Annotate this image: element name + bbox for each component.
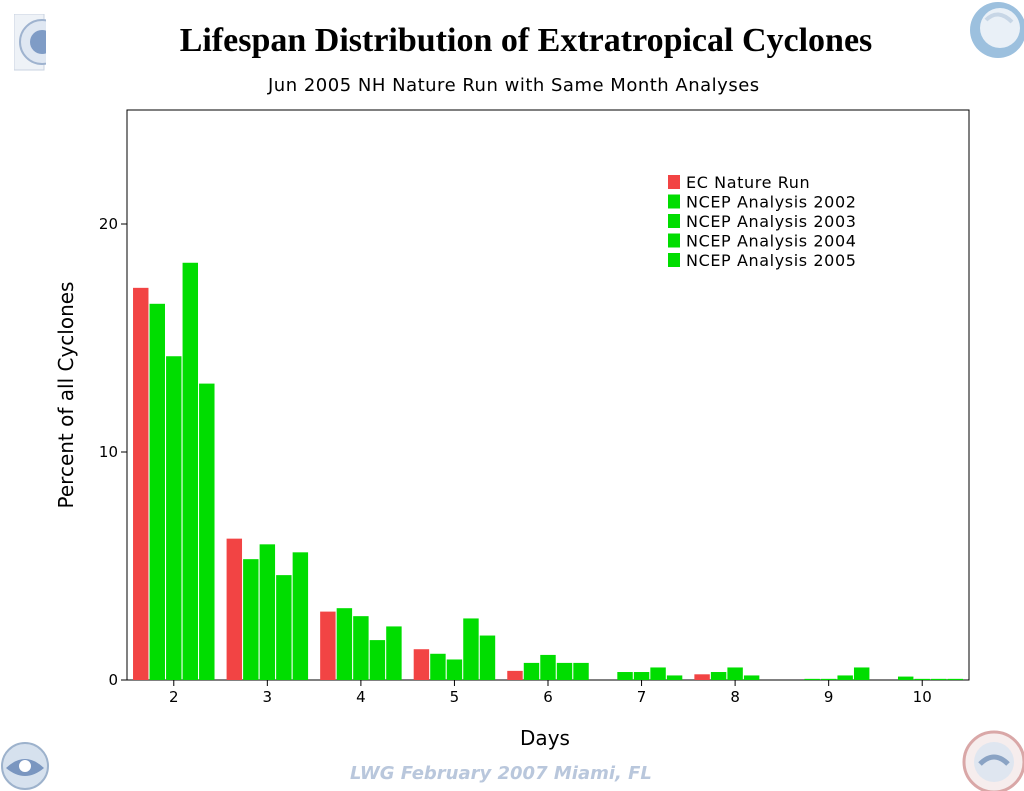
bar	[710, 672, 727, 680]
legend-label: NCEP Analysis 2005	[686, 251, 857, 270]
bar	[666, 675, 683, 680]
y-tick-label: 0	[108, 671, 118, 689]
bar	[837, 675, 853, 680]
x-axis-label: Days	[520, 726, 570, 750]
x-tick-label: 6	[543, 688, 553, 706]
footer-text: LWG February 2007 Miami, FL	[350, 763, 652, 784]
bar	[292, 552, 309, 680]
legend-label: EC Nature Run	[686, 173, 810, 192]
chart-title: Jun 2005 NH Nature Run with Same Month A…	[268, 75, 760, 96]
x-tick-label: 9	[824, 688, 834, 706]
bar	[336, 608, 353, 680]
bar	[226, 538, 243, 680]
bar	[199, 383, 215, 680]
bar	[804, 678, 820, 680]
bar	[430, 653, 446, 680]
bar	[931, 678, 947, 680]
satellite-earth-icon	[970, 2, 1024, 58]
bar	[633, 672, 650, 680]
x-tick-label: 7	[637, 688, 647, 706]
bar	[276, 575, 292, 680]
bar	[540, 654, 556, 680]
x-tick-label: 4	[356, 688, 366, 706]
national-weather-service-logo-icon	[962, 730, 1024, 791]
y-tick-label: 10	[99, 443, 118, 461]
noaa-logo-icon	[1, 742, 49, 790]
bar	[479, 635, 496, 680]
bar	[650, 667, 666, 680]
legend-label: NCEP Analysis 2004	[686, 232, 857, 251]
legend-label: NCEP Analysis 2003	[686, 212, 857, 231]
bar	[259, 544, 276, 680]
legend-swatch	[668, 194, 680, 209]
x-tick-label: 2	[169, 688, 179, 706]
bar	[463, 618, 479, 680]
bar	[727, 667, 743, 680]
bar	[386, 626, 402, 680]
bar	[617, 672, 633, 680]
legend-swatch	[668, 175, 680, 189]
bar	[507, 670, 523, 680]
noaa-seal-icon	[14, 14, 46, 71]
x-tick-label: 3	[263, 688, 273, 706]
bar	[446, 659, 463, 680]
legend-label: NCEP Analysis 2002	[686, 193, 857, 212]
bar	[413, 649, 430, 680]
bar	[853, 667, 870, 680]
bar	[320, 611, 336, 680]
bar	[556, 662, 573, 680]
bar	[353, 616, 369, 680]
x-tick-label: 10	[913, 688, 932, 706]
bar	[897, 676, 914, 680]
slide-title: Lifespan Distribution of Extratropical C…	[179, 22, 873, 59]
legend-swatch	[668, 214, 680, 228]
y-tick-label: 20	[99, 215, 118, 233]
bar	[182, 262, 199, 680]
bar	[523, 662, 540, 680]
bar	[573, 662, 589, 680]
bar	[947, 678, 963, 680]
bar	[166, 356, 182, 680]
bar	[694, 674, 710, 680]
x-tick-label: 5	[450, 688, 460, 706]
bar	[743, 675, 760, 680]
bar	[149, 303, 165, 680]
legend-swatch	[668, 233, 680, 248]
bar	[133, 287, 149, 680]
x-tick-label: 8	[730, 688, 740, 706]
bar	[369, 640, 386, 680]
bar	[243, 559, 259, 680]
y-axis-label: Percent of all Cyclones	[54, 282, 78, 509]
legend-swatch	[668, 253, 680, 267]
bar	[914, 678, 930, 680]
bar	[820, 678, 837, 680]
